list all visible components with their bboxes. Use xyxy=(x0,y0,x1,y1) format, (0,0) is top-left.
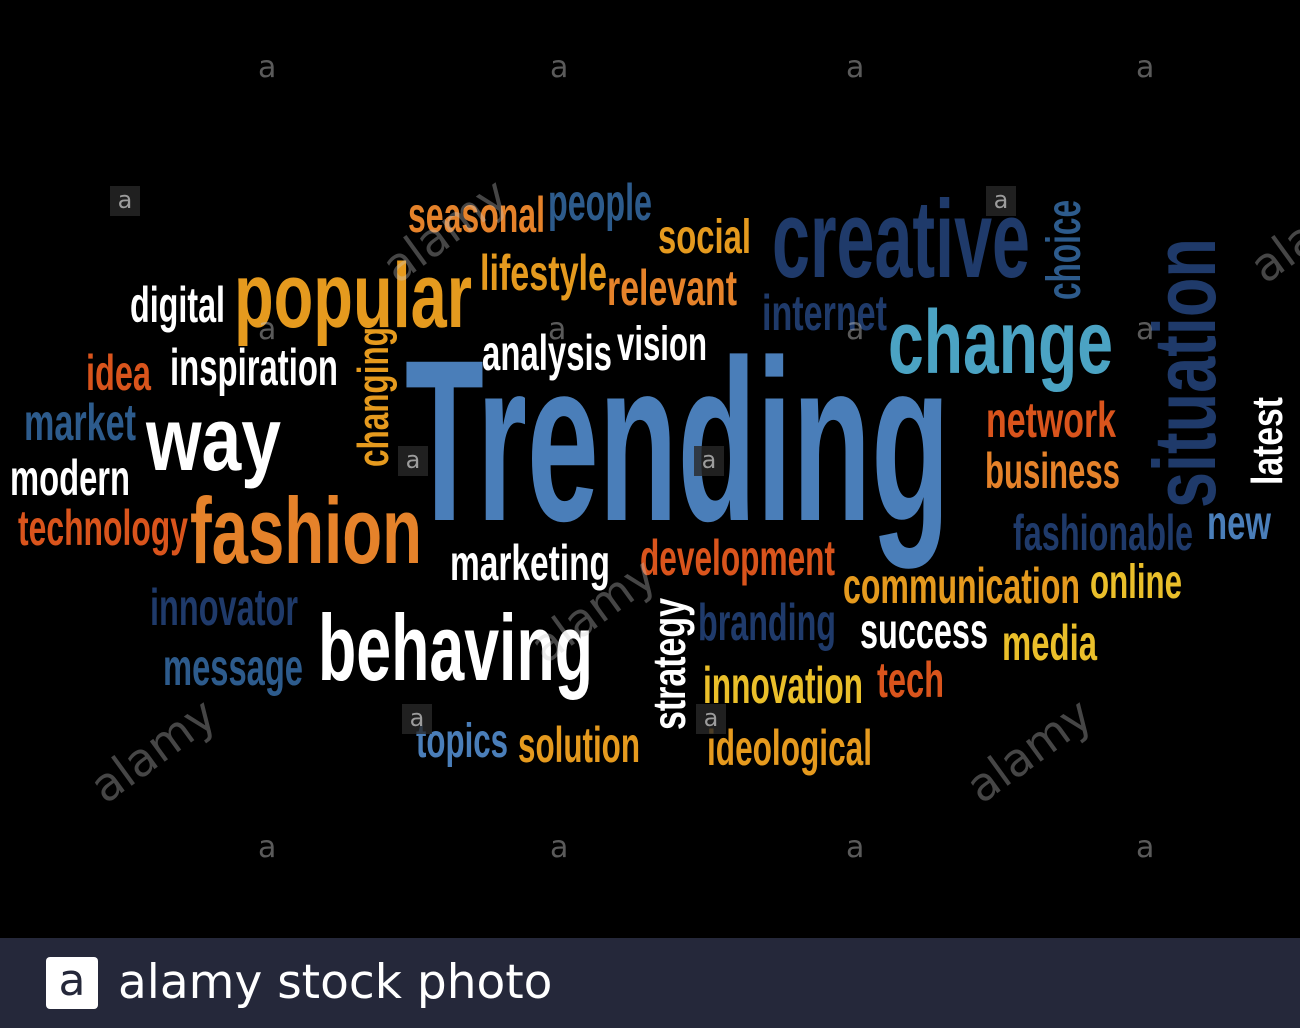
watermark-box-icon: a xyxy=(696,704,726,734)
watermark-box-icon: a xyxy=(398,446,428,476)
word-branding: branding xyxy=(698,594,836,652)
word-innovator: innovator xyxy=(150,579,298,637)
word-new: new xyxy=(1207,497,1271,550)
word-way: way xyxy=(145,390,281,490)
word-changing: changing xyxy=(349,327,398,467)
watermark-letter: a xyxy=(258,50,277,85)
word-social: social xyxy=(658,211,751,264)
word-strategy: strategy xyxy=(643,598,695,730)
word-seasonal: seasonal xyxy=(408,187,545,243)
word-technology: technology xyxy=(18,500,188,556)
word-tech: tech xyxy=(877,652,944,708)
word-fashion: fashion xyxy=(190,478,422,583)
word-development: development xyxy=(640,530,835,586)
word-marketing: marketing xyxy=(450,535,610,591)
word-change: change xyxy=(888,293,1113,393)
word-popular: popular xyxy=(234,245,472,347)
word-relevant: relevant xyxy=(607,260,737,316)
watermark-letter: a xyxy=(1136,312,1155,347)
watermark-letter: a xyxy=(1136,830,1155,865)
watermark-letter: a xyxy=(846,50,865,85)
word-media: media xyxy=(1002,615,1098,671)
word-message: message xyxy=(163,639,303,697)
watermark-box-icon: a xyxy=(694,446,724,476)
word-trending: Trending xyxy=(405,312,950,569)
word-situation: situation xyxy=(1135,238,1234,508)
word-inspiration: inspiration xyxy=(170,339,338,397)
watermark-letter: a xyxy=(548,312,567,347)
word-network: network xyxy=(986,392,1116,448)
word-market: market xyxy=(24,394,136,452)
word-solution: solution xyxy=(518,717,640,773)
watermark-letter: a xyxy=(846,830,865,865)
word-behaving: behaving xyxy=(318,595,593,700)
watermark-letter: a xyxy=(1136,50,1155,85)
watermark-letter: a xyxy=(258,830,277,865)
word-people: people xyxy=(548,174,652,232)
word-choice: choice xyxy=(1038,200,1091,300)
footer-bar xyxy=(0,938,1300,1028)
word-business: business xyxy=(985,443,1120,499)
watermark-letter: a xyxy=(846,312,865,347)
word-fashionable: fashionable xyxy=(1013,505,1193,561)
word-innovation: innovation xyxy=(703,657,863,715)
watermark-letter: a xyxy=(550,50,569,85)
word-modern: modern xyxy=(10,450,130,506)
word-lifestyle: lifestyle xyxy=(480,245,607,301)
watermark-box-icon: a xyxy=(402,704,432,734)
word-latest: latest xyxy=(1243,397,1292,485)
word-internet: internet xyxy=(762,285,887,341)
word-idea: idea xyxy=(86,345,152,401)
word-success: success xyxy=(860,603,988,659)
word-analysis: analysis xyxy=(482,325,612,381)
alamy-logo-icon: a xyxy=(46,957,98,1009)
footer-brand-text: alamy stock photo xyxy=(118,955,553,1010)
word-ideological: ideological xyxy=(707,720,872,776)
word-communication: communication xyxy=(843,558,1080,614)
watermark-box-icon: a xyxy=(986,186,1016,216)
word-vision: vision xyxy=(617,318,707,371)
watermark-letter: a xyxy=(550,830,569,865)
watermark-letter: a xyxy=(258,312,277,347)
watermark-box-icon: a xyxy=(110,186,140,216)
word-online: online xyxy=(1090,556,1182,609)
word-digital: digital xyxy=(130,277,225,333)
